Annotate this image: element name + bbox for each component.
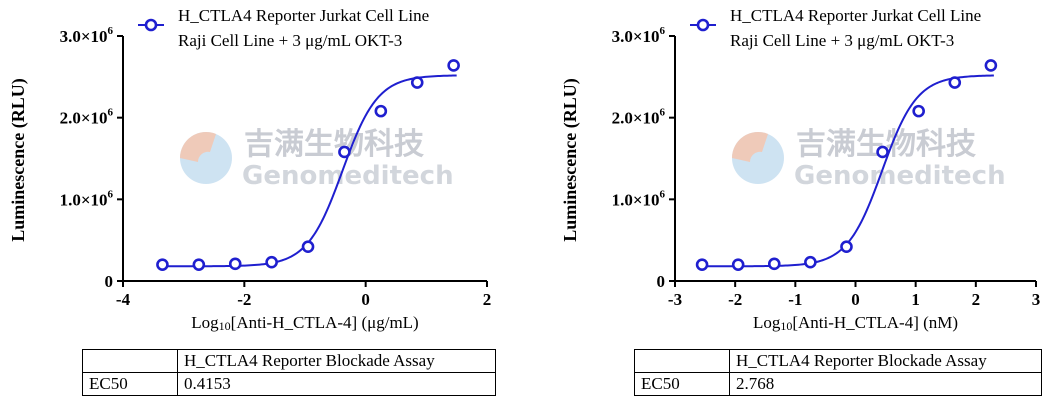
x-tick-label: -4 — [116, 290, 131, 309]
table-header-cell: H_CTLA4 Reporter Blockade Assay — [177, 349, 496, 373]
x-axis-label-subscript: 10 — [219, 319, 231, 333]
table-row-label: EC50 — [82, 372, 178, 396]
data-point — [767, 257, 781, 271]
ec50-value: 2.768 — [729, 372, 1042, 396]
x-tick-label: 2 — [483, 290, 492, 309]
y-tick-label-base: 1.0×10 — [612, 190, 660, 209]
table-row: EC50 2.768 — [634, 372, 1042, 396]
data-point — [447, 59, 460, 72]
y-tick-label-exponent: 6 — [108, 107, 114, 119]
table-corner-cell — [82, 349, 178, 373]
legend-label-line1: H_CTLA4 Reporter Jurkat Cell Line — [730, 6, 981, 25]
y-tick-label-base: 2.0×10 — [612, 109, 660, 128]
x-tick-label: 0 — [361, 290, 370, 309]
x-tick-label: -2 — [728, 290, 742, 309]
y-tick-label: 2.0×106 — [60, 107, 114, 128]
data-point — [804, 255, 817, 269]
y-tick-label-exponent: 6 — [660, 107, 666, 119]
table-header-row: H_CTLA4 Reporter Blockade Assay — [82, 349, 496, 373]
y-tick-label: 2.0×106 — [612, 107, 666, 128]
y-axis-label: Luminescence (RLU) — [560, 78, 581, 241]
data-point — [374, 104, 388, 118]
y-tick-label-exponent: 6 — [108, 188, 114, 200]
x-axis-label-subscript: 10 — [780, 319, 792, 333]
x-tick-label: 1 — [911, 290, 920, 309]
data-point — [695, 258, 709, 271]
data-point — [228, 257, 242, 271]
data-point — [948, 76, 962, 89]
y-tick-label-base: 1.0×10 — [60, 190, 108, 209]
watermark-en: Genomeditech — [242, 161, 454, 191]
x-axis-label: Log10[Anti-H_CTLA-4] (nM) — [753, 313, 958, 333]
data-point — [912, 104, 925, 118]
data-point — [984, 59, 998, 72]
x-tick-label: 3 — [1032, 290, 1041, 309]
logo-swoosh-icon — [732, 131, 768, 162]
x-axis-label-log: Log — [191, 313, 219, 332]
data-point — [840, 240, 853, 253]
y-tick-label: 0 — [105, 272, 114, 291]
x-tick-label: -3 — [668, 290, 682, 309]
y-tick-label-base: 2.0×10 — [60, 109, 108, 128]
y-tick-label: 1.0×106 — [60, 188, 114, 209]
data-point — [876, 145, 889, 159]
x-axis-label-rest: [Anti-H_CTLA-4] (nM) — [792, 313, 958, 332]
x-tick-label: 2 — [972, 290, 981, 309]
data-point — [156, 258, 169, 271]
y-tick-label-base: 3.0×10 — [612, 27, 660, 46]
logo-swoosh-icon — [180, 132, 216, 162]
y-tick-label: 1.0×106 — [612, 188, 666, 209]
watermark-cn: 吉满生物科技 — [244, 127, 424, 162]
y-tick-label: 3.0×106 — [612, 25, 666, 46]
legend-marker — [144, 18, 158, 32]
y-axis-label: Luminescence (RLU) — [8, 78, 29, 241]
watermark-en: Genomeditech — [794, 161, 1006, 191]
table-row: EC50 0.4153 — [82, 372, 496, 396]
table-corner-cell — [634, 349, 730, 373]
table-header-row: H_CTLA4 Reporter Blockade Assay — [634, 349, 1042, 373]
x-tick-label: 0 — [851, 290, 860, 309]
x-axis-label-log: Log — [753, 313, 781, 332]
y-tick-label-base: 3.0×10 — [60, 27, 108, 46]
y-tick-label-exponent: 6 — [660, 25, 666, 37]
y-tick-label: 0 — [657, 272, 666, 291]
data-point — [265, 255, 278, 269]
data-point — [301, 240, 315, 253]
data-point — [410, 76, 424, 89]
table-header-cell: H_CTLA4 Reporter Blockade Assay — [729, 349, 1042, 373]
x-tick-label: -2 — [237, 290, 251, 309]
table-row-label: EC50 — [634, 372, 730, 396]
ec50-value: 0.4153 — [177, 372, 496, 396]
x-tick-label: -1 — [788, 290, 802, 309]
ec50-table-right: H_CTLA4 Reporter Blockade Assay EC50 2.7… — [634, 349, 1042, 396]
legend-label-line2: Raji Cell Line + 3 μg/mL OKT-3 — [730, 31, 954, 50]
y-tick-label-exponent: 6 — [108, 25, 114, 37]
y-tick-label: 3.0×106 — [60, 25, 114, 46]
legend-label-line2: Raji Cell Line + 3 μg/mL OKT-3 — [178, 31, 402, 50]
data-point — [192, 258, 206, 271]
data-point — [731, 258, 745, 271]
x-axis-label-rest: [Anti-H_CTLA-4] (μg/mL) — [231, 313, 419, 332]
ec50-table-left: H_CTLA4 Reporter Blockade Assay EC50 0.4… — [82, 349, 496, 396]
legend-label-line1: H_CTLA4 Reporter Jurkat Cell Line — [178, 6, 429, 25]
y-tick-label-exponent: 6 — [660, 188, 666, 200]
data-point — [338, 145, 351, 159]
legend-marker — [696, 18, 710, 32]
x-axis-label: Log10[Anti-H_CTLA-4] (μg/mL) — [191, 313, 418, 333]
